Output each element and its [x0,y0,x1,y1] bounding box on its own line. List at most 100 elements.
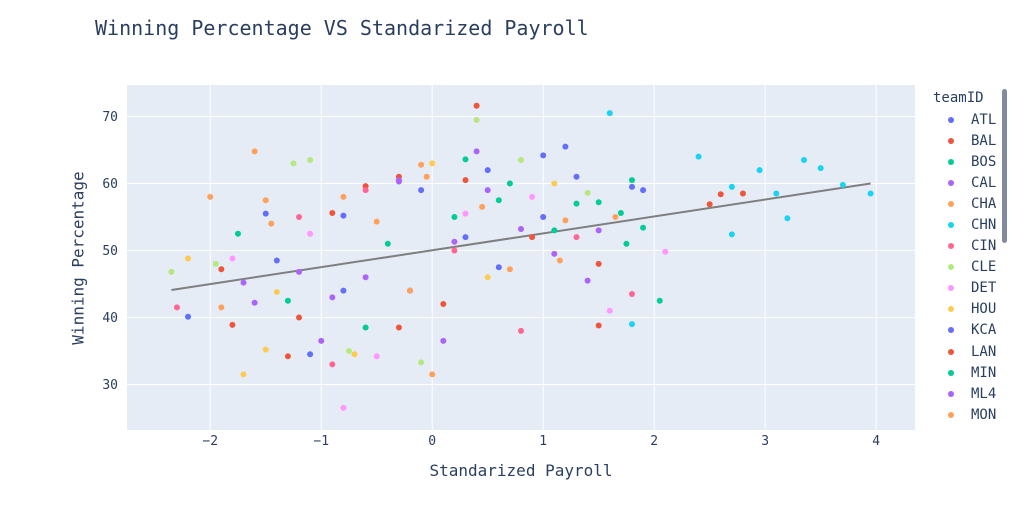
data-point-cha[interactable] [262,197,269,204]
legend-item-det[interactable]: DET [933,278,996,299]
data-point-atl[interactable] [562,143,569,150]
data-point-cha[interactable] [373,218,380,225]
data-point-bal[interactable] [284,353,291,360]
data-point-bos[interactable] [551,227,558,234]
data-point-det[interactable] [340,404,347,411]
data-point-chn[interactable] [867,190,874,197]
legend-item-atl[interactable]: ATL [933,109,996,130]
data-point-cle[interactable] [473,116,480,123]
data-point-bal[interactable] [440,301,447,308]
data-point-cal[interactable] [584,277,591,284]
data-point-atl[interactable] [185,313,192,320]
data-point-min[interactable] [362,324,369,331]
data-point-cin[interactable] [628,291,635,298]
data-point-mon[interactable] [218,304,225,311]
data-point-kca[interactable] [573,173,580,180]
data-point-lan[interactable] [229,321,236,328]
legend-item-chn[interactable]: CHN [933,214,996,235]
data-point-cle[interactable] [518,157,524,164]
data-point-bos[interactable] [462,156,469,163]
data-point-hou[interactable] [240,371,247,378]
data-point-cha[interactable] [418,161,425,168]
data-point-chn[interactable] [773,190,780,197]
data-point-cha[interactable] [207,193,214,200]
data-point-cin[interactable] [451,247,458,254]
data-point-kca[interactable] [540,213,547,220]
data-point-hou[interactable] [262,346,269,353]
data-point-bos[interactable] [656,297,663,304]
data-point-atl[interactable] [462,234,469,241]
data-point-cin[interactable] [573,234,580,241]
data-point-cha[interactable] [562,217,569,224]
data-point-mon[interactable] [268,220,275,227]
data-point-cle[interactable] [290,160,297,167]
data-point-chn[interactable] [801,157,808,164]
data-point-bal[interactable] [395,324,402,331]
legend-item-kca[interactable]: KCA [933,320,996,341]
data-point-cle[interactable] [212,260,219,267]
data-point-hou[interactable] [484,274,491,281]
data-point-min[interactable] [451,213,458,220]
data-point-ml4[interactable] [251,299,258,306]
data-point-mon[interactable] [612,213,619,220]
data-point-bos[interactable] [640,224,647,231]
legend-item-bos[interactable]: BOS [933,151,996,172]
data-point-lan[interactable] [329,209,336,216]
data-point-bal[interactable] [218,266,225,273]
data-point-chn[interactable] [728,231,735,238]
legend-item-min[interactable]: MIN [933,362,996,383]
data-point-ml4[interactable] [296,268,303,275]
data-point-cle[interactable] [584,189,591,196]
data-point-cha[interactable] [429,371,436,378]
data-point-cle[interactable] [418,359,425,366]
data-point-min[interactable] [384,240,391,247]
data-point-chn[interactable] [606,110,613,117]
data-point-det[interactable] [606,307,613,314]
data-point-chn[interactable] [728,183,735,190]
data-point-min[interactable] [623,240,630,247]
data-point-ml4[interactable] [595,227,602,234]
legend-item-hou[interactable]: HOU [933,299,996,320]
data-point-lan[interactable] [462,177,469,184]
data-point-det[interactable] [662,248,669,255]
data-point-min[interactable] [234,230,241,237]
data-point-cal[interactable] [318,337,325,344]
legend-item-cle[interactable]: CLE [933,257,996,278]
data-point-atl[interactable] [628,183,635,190]
data-point-mon[interactable] [340,193,347,200]
legend-item-cal[interactable]: CAL [933,172,996,193]
data-point-atl[interactable] [340,212,347,219]
data-point-det[interactable] [229,255,236,262]
data-point-cle[interactable] [168,268,175,275]
data-point-bal[interactable] [473,102,480,109]
legend-item-mon[interactable]: MON [933,404,996,425]
data-point-chn[interactable] [695,153,702,160]
data-point-mon[interactable] [407,287,414,294]
data-point-atl[interactable] [540,152,547,159]
data-point-kca[interactable] [307,351,314,358]
data-point-det[interactable] [529,193,536,200]
data-point-ml4[interactable] [440,337,447,344]
data-point-kca[interactable] [262,210,269,217]
data-point-atl[interactable] [273,257,280,264]
data-point-atl[interactable] [495,264,502,271]
data-point-chn[interactable] [628,321,635,328]
data-point-lan[interactable] [595,322,602,329]
data-point-chn[interactable] [756,167,763,174]
data-point-kca[interactable] [484,167,491,174]
legend-item-ml4[interactable]: ML4 [933,383,996,404]
data-point-hou[interactable] [551,180,558,187]
data-point-bos[interactable] [595,199,602,206]
data-point-hou[interactable] [351,351,358,358]
legend-scrollbar[interactable] [1002,89,1007,243]
data-point-hou[interactable] [429,160,436,167]
data-point-bal[interactable] [739,190,746,197]
data-point-det[interactable] [373,353,380,360]
data-point-cin[interactable] [296,213,303,220]
data-point-cin[interactable] [518,327,524,334]
data-point-ml4[interactable] [551,250,558,257]
data-point-ml4[interactable] [484,187,491,194]
data-point-det[interactable] [307,230,314,237]
legend-item-cha[interactable]: CHA [933,193,996,214]
data-point-hou[interactable] [185,255,192,262]
